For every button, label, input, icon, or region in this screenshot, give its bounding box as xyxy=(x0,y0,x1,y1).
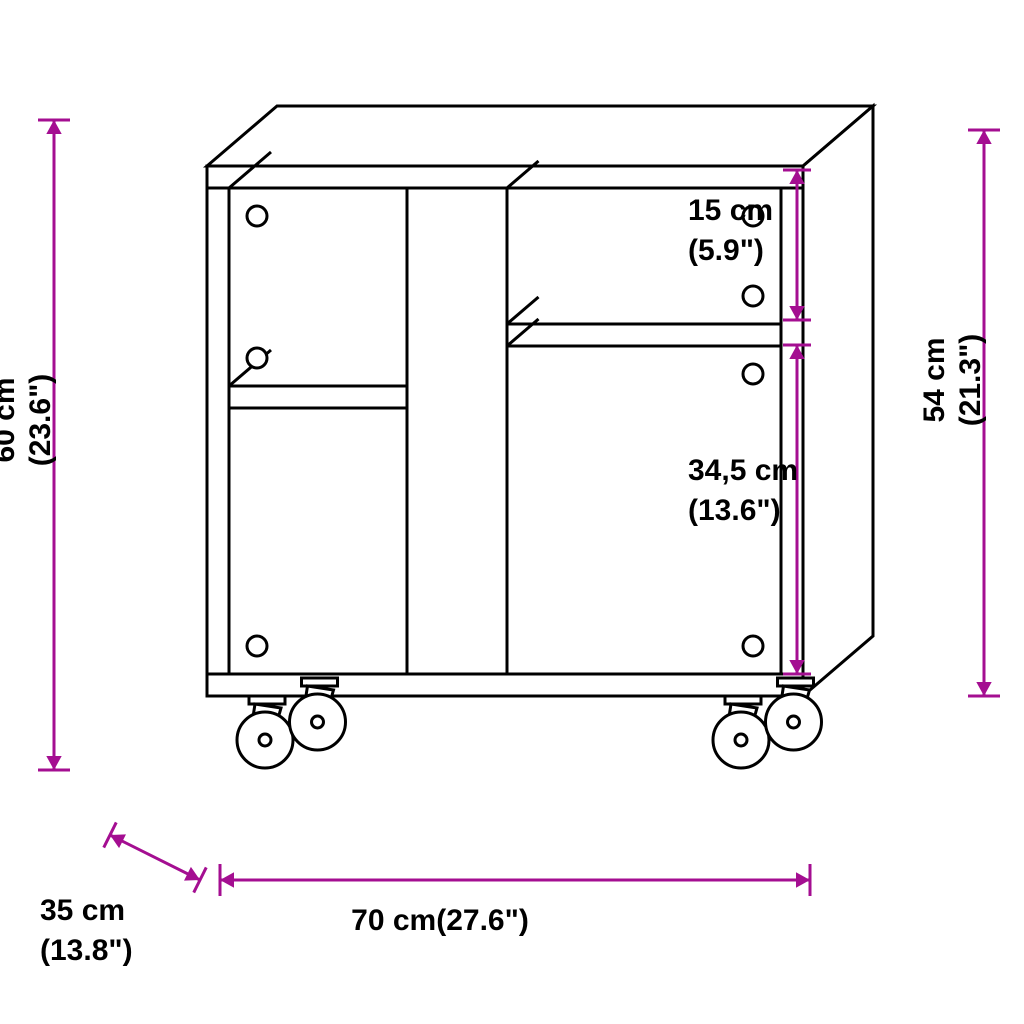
dim-label-width-in: (27.6") xyxy=(436,904,529,937)
dim-line-depth xyxy=(110,835,200,880)
dim-label-shelf-top-in: (5.9") xyxy=(688,234,764,267)
caster-icon xyxy=(237,696,293,768)
dim-label-width-cm: 70 cm xyxy=(351,904,436,937)
dim-label-depth-in: (13.8") xyxy=(40,934,133,967)
furniture-diagram xyxy=(207,106,873,768)
dim-label-width: 70 cm(27.6") xyxy=(351,904,529,937)
dim-label-total-height-in: (23.6") xyxy=(24,374,57,467)
dim-label-inner-height-cm: 54 cm xyxy=(918,337,951,422)
dim-label-shelf-bottom-cm: 34,5 cm xyxy=(688,454,798,487)
dim-label-shelf-top-cm: 15 cm xyxy=(688,194,773,227)
dim-label-inner-height-in: (21.3") xyxy=(954,334,987,427)
dim-label-depth-cm: 35 cm xyxy=(40,894,125,927)
dim-label-shelf-bottom-in: (13.6") xyxy=(688,494,781,527)
dim-label-total-height-cm: 60 cm xyxy=(0,377,21,462)
caster-icon xyxy=(713,696,769,768)
